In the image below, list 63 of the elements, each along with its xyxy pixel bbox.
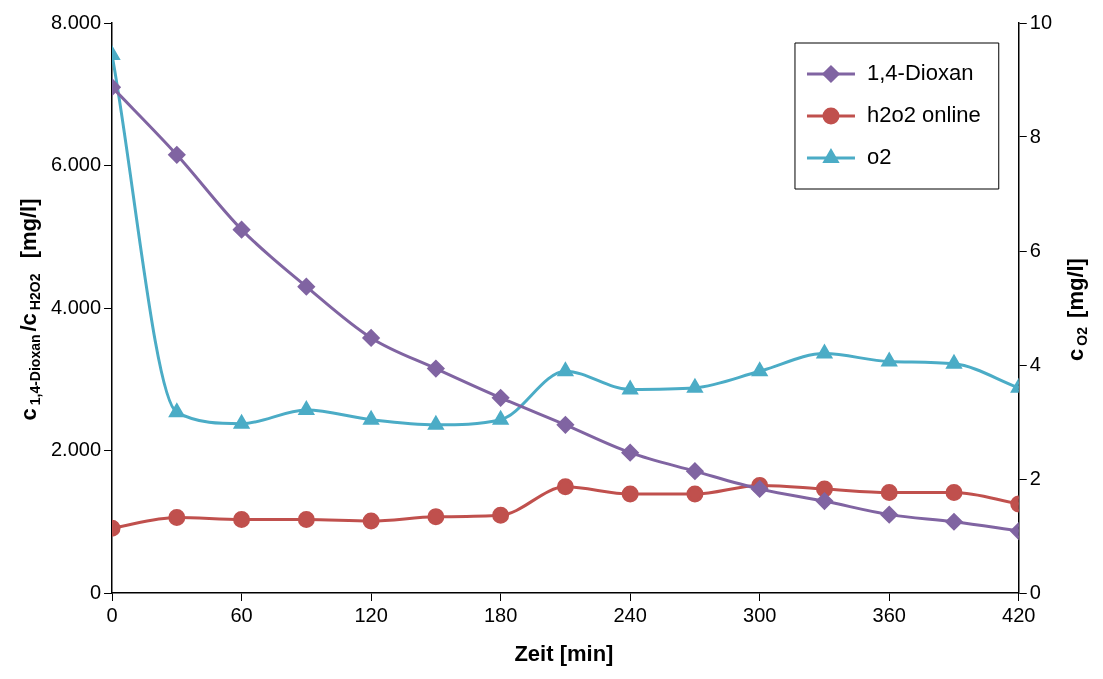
x-tick-label: 420 [1002, 603, 1036, 626]
point [427, 360, 445, 378]
point [880, 484, 898, 502]
y-tick-label: 2.000 [50, 438, 102, 461]
point [751, 480, 769, 498]
point [752, 362, 768, 377]
point [363, 411, 379, 425]
point [168, 508, 186, 526]
y-tick-label: 8.000 [50, 10, 102, 33]
legend-label: h2o2 online [866, 102, 981, 128]
point [428, 416, 444, 430]
point [686, 485, 704, 503]
point [686, 462, 704, 480]
point [493, 411, 509, 425]
point [362, 512, 380, 530]
point [621, 444, 639, 462]
x-tick-label: 120 [354, 603, 388, 626]
x-tick-label: 60 [230, 603, 253, 626]
point [945, 484, 963, 502]
point [815, 480, 833, 498]
point [622, 381, 638, 395]
legend-label: o2 [866, 144, 892, 170]
point [492, 389, 510, 407]
point [169, 403, 185, 418]
point [297, 278, 315, 296]
point [557, 362, 573, 377]
point [945, 513, 963, 531]
point [362, 329, 380, 347]
legend-label: 1,4-Dioxan [866, 60, 974, 86]
x-tick-label: 240 [613, 603, 647, 626]
point [168, 146, 186, 164]
point [297, 511, 315, 529]
point [880, 506, 898, 524]
y2-tick-label: 2 [1029, 466, 1041, 489]
point [427, 508, 445, 526]
y2-tick-label: 8 [1029, 124, 1041, 147]
point [621, 485, 639, 503]
point [233, 511, 251, 529]
point [556, 416, 574, 434]
point [946, 355, 962, 369]
x-tick-label: 180 [483, 603, 518, 626]
x-tick-label: 360 [872, 603, 906, 626]
x-axis-title: Zeit [min] [514, 641, 614, 667]
y-tick-label: 4.000 [50, 295, 102, 318]
y2-tick-label: 6 [1029, 238, 1041, 261]
y2-tick-label: 0 [1029, 580, 1041, 603]
point [234, 415, 250, 429]
point [687, 379, 703, 393]
point [815, 492, 833, 510]
y-tick-label: 0 [89, 580, 102, 603]
y-tick-label: 6.000 [50, 153, 102, 176]
x-tick-label: 0 [106, 603, 118, 626]
y2-tick-label: 4 [1029, 352, 1041, 375]
point [881, 353, 897, 367]
y2-tick-label: 10 [1029, 10, 1052, 33]
point [298, 401, 314, 416]
x-tick-label: 300 [743, 603, 777, 626]
y2-axis-title: cO2 [mg/l] [1063, 258, 1091, 361]
point [492, 506, 510, 524]
point [556, 478, 574, 496]
y-axis-title: c1,4-Dioxan/cH2O2 [mg/l] [16, 198, 44, 421]
point [816, 345, 833, 359]
point [233, 221, 251, 239]
